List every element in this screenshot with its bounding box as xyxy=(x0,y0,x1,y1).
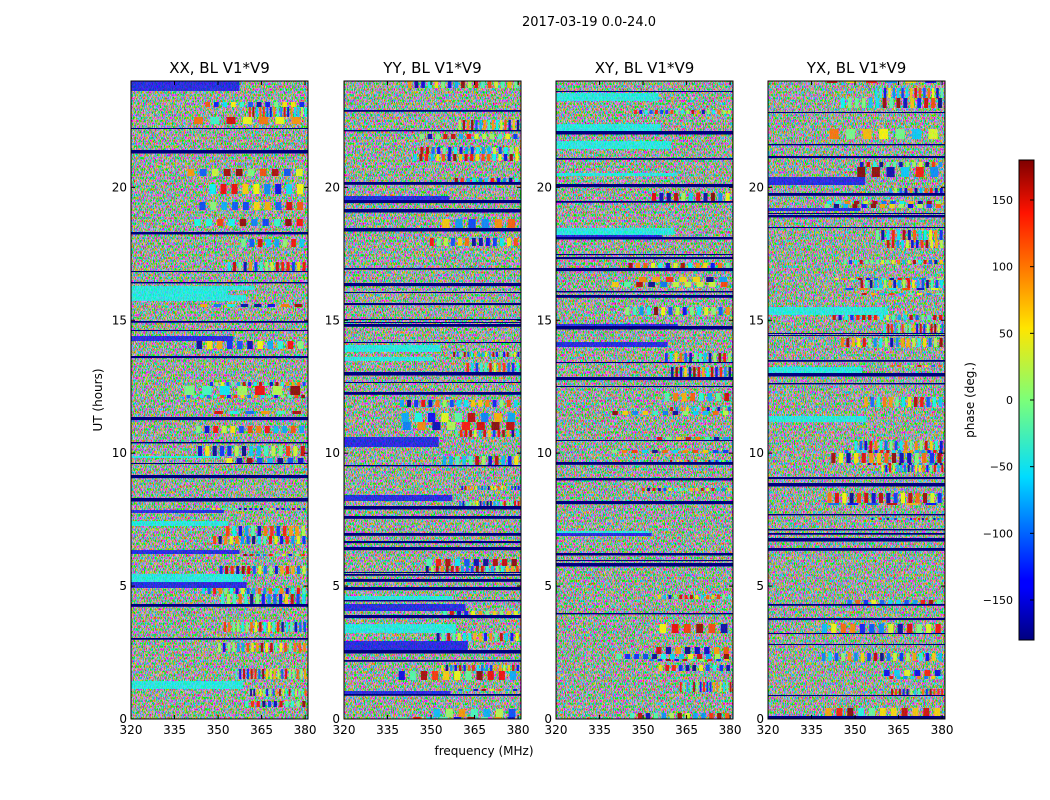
x-tick-label: 350 xyxy=(844,723,867,737)
x-tick-label: 380 xyxy=(294,723,317,737)
y-tick-label: 0 xyxy=(544,712,552,726)
x-tick-label: 350 xyxy=(207,723,230,737)
y-axis-label: UT (hours) xyxy=(91,368,105,431)
x-tick-label: 365 xyxy=(250,723,273,737)
colorbar-tick-label: 150 xyxy=(992,194,1013,207)
x-tick-label: 365 xyxy=(887,723,910,737)
colorbar-tick-label: 0 xyxy=(1006,394,1013,407)
y-tick-label: 20 xyxy=(749,180,764,194)
x-tick-label: 320 xyxy=(757,723,780,737)
x-tick-label: 335 xyxy=(376,723,399,737)
x-tick-label: 380 xyxy=(931,723,954,737)
y-tick-label: 15 xyxy=(749,313,764,327)
y-tick-label: 15 xyxy=(325,313,340,327)
colorbar: 150 100 50 0 −50 −100 −150 xyxy=(983,159,1035,641)
panel-3-title: XY, BL V1*V9 xyxy=(595,59,695,77)
panel-4-frame xyxy=(767,80,946,720)
y-tick-label: 10 xyxy=(325,446,340,460)
colorbar-label: phase (deg.) xyxy=(963,362,977,438)
panel-4-image xyxy=(768,81,945,719)
panel-2-title: YY, BL V1*V9 xyxy=(382,59,481,77)
panel-1-frame xyxy=(130,80,309,720)
panel-3: XY, BL V1*V9 320 335 350 365 380 0 5 10 15 20 xyxy=(537,59,742,737)
y-tick-label: 20 xyxy=(537,180,552,194)
x-tick-label: 380 xyxy=(719,723,742,737)
x-tick-label: 335 xyxy=(163,723,186,737)
y-tick-label: 5 xyxy=(119,579,127,593)
y-tick-label: 10 xyxy=(537,446,552,460)
colorbar-tick-label: 50 xyxy=(999,327,1013,340)
y-tick-label: 5 xyxy=(332,579,340,593)
y-tick-label: 0 xyxy=(756,712,764,726)
panel-4-title: YX, BL V1*V9 xyxy=(806,59,907,77)
y-tick-label: 0 xyxy=(332,712,340,726)
colorbar-tick-label: −50 xyxy=(990,461,1013,474)
y-tick-label: 20 xyxy=(325,180,340,194)
panel-2: YY, BL V1*V9 320 335 350 365 380 0 5 10 15 20 xyxy=(325,59,530,737)
panel-1-image xyxy=(131,81,308,719)
colorbar-tick-label: 100 xyxy=(992,261,1013,274)
panel-2-frame xyxy=(343,80,522,720)
x-tick-label: 335 xyxy=(800,723,823,737)
panel-1: XX, BL V1*V9 320 335 350 365 380 0 5 10 15 20 xyxy=(112,59,317,737)
x-tick-label: 320 xyxy=(333,723,356,737)
y-tick-label: 10 xyxy=(112,446,127,460)
x-tick-label: 365 xyxy=(463,723,486,737)
x-tick-label: 365 xyxy=(675,723,698,737)
panel-3-image xyxy=(556,81,733,719)
y-tick-label: 5 xyxy=(544,579,552,593)
x-axis-label: frequency (MHz) xyxy=(434,744,533,758)
panel-1-title: XX, BL V1*V9 xyxy=(169,59,270,77)
x-tick-label: 335 xyxy=(588,723,611,737)
panel-4: YX, BL V1*V9 320 335 350 365 380 0 5 10 15 20 xyxy=(749,59,954,737)
y-tick-label: 0 xyxy=(119,712,127,726)
y-tick-label: 10 xyxy=(749,446,764,460)
panel-3-frame xyxy=(555,80,734,720)
x-tick-label: 380 xyxy=(507,723,530,737)
y-tick-label: 15 xyxy=(112,313,127,327)
x-tick-label: 320 xyxy=(120,723,143,737)
y-tick-label: 5 xyxy=(756,579,764,593)
colorbar-tick-label: −100 xyxy=(983,527,1013,540)
figure-title: 2017-03-19 0.0-24.0 xyxy=(522,15,656,30)
colorbar-tick-label: −150 xyxy=(983,594,1013,607)
x-tick-label: 320 xyxy=(545,723,568,737)
x-tick-label: 350 xyxy=(420,723,443,737)
y-tick-label: 15 xyxy=(537,313,552,327)
panel-2-image xyxy=(344,81,521,719)
y-tick-label: 20 xyxy=(112,180,127,194)
x-tick-label: 350 xyxy=(632,723,655,737)
